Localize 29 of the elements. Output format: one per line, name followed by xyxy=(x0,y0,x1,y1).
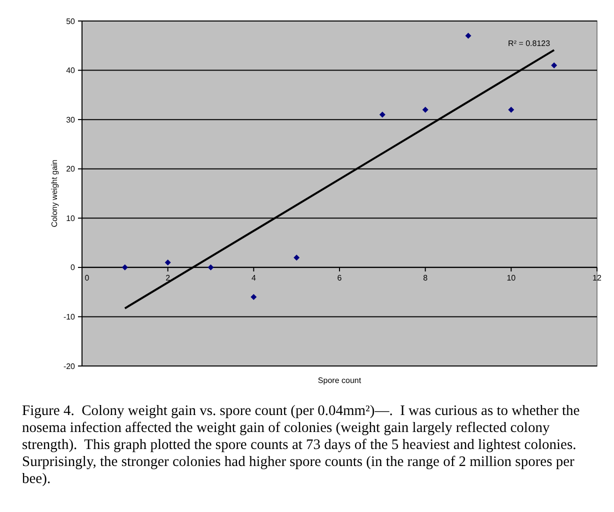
annotation: R² = 0.8123 xyxy=(508,39,551,48)
x-tick-label: 0 xyxy=(84,273,90,282)
y-tick-label: 10 xyxy=(66,214,76,223)
y-tick-label: -10 xyxy=(63,312,76,322)
y-tick-label: 40 xyxy=(66,66,76,76)
x-tick-label: 12 xyxy=(592,273,602,282)
y-tick-label: -20 xyxy=(63,362,76,371)
point xyxy=(164,260,171,266)
point xyxy=(379,112,386,118)
y-tick-label: 0 xyxy=(70,263,76,272)
point xyxy=(465,32,472,39)
point xyxy=(250,294,257,300)
y-tick-label: 50 xyxy=(66,16,76,26)
y-tick-label: 30 xyxy=(66,115,76,124)
point xyxy=(551,62,558,68)
x-tick-label: 8 xyxy=(423,273,428,282)
point xyxy=(422,106,428,113)
x-tick-label: 4 xyxy=(251,273,256,282)
x-tick-label: 2 xyxy=(166,273,171,282)
x-tick-label: 6 xyxy=(337,273,342,282)
point xyxy=(208,264,214,270)
x-tick-label: 10 xyxy=(506,273,516,282)
y-tick-label: 20 xyxy=(66,164,76,174)
y-axis-title: Colony weight gain xyxy=(50,160,59,228)
x-axis-title: Spore count xyxy=(318,376,362,385)
point xyxy=(508,106,514,113)
caption: Figure 4. Colony weight gain vs. spore count (per 0.04mm²)—. I was curious as to whether the nosema infection affected the weight gain of colonies (weight gain largely reflected colony strength). This graph plotted the spore counts at 73 days of the 5 heaviest and lightest colonies. Surprisingly, the stronger colonies had higher spore counts (in the range of 2 million spores per bee). xyxy=(22,403,580,487)
point xyxy=(294,254,300,261)
point xyxy=(122,264,128,270)
